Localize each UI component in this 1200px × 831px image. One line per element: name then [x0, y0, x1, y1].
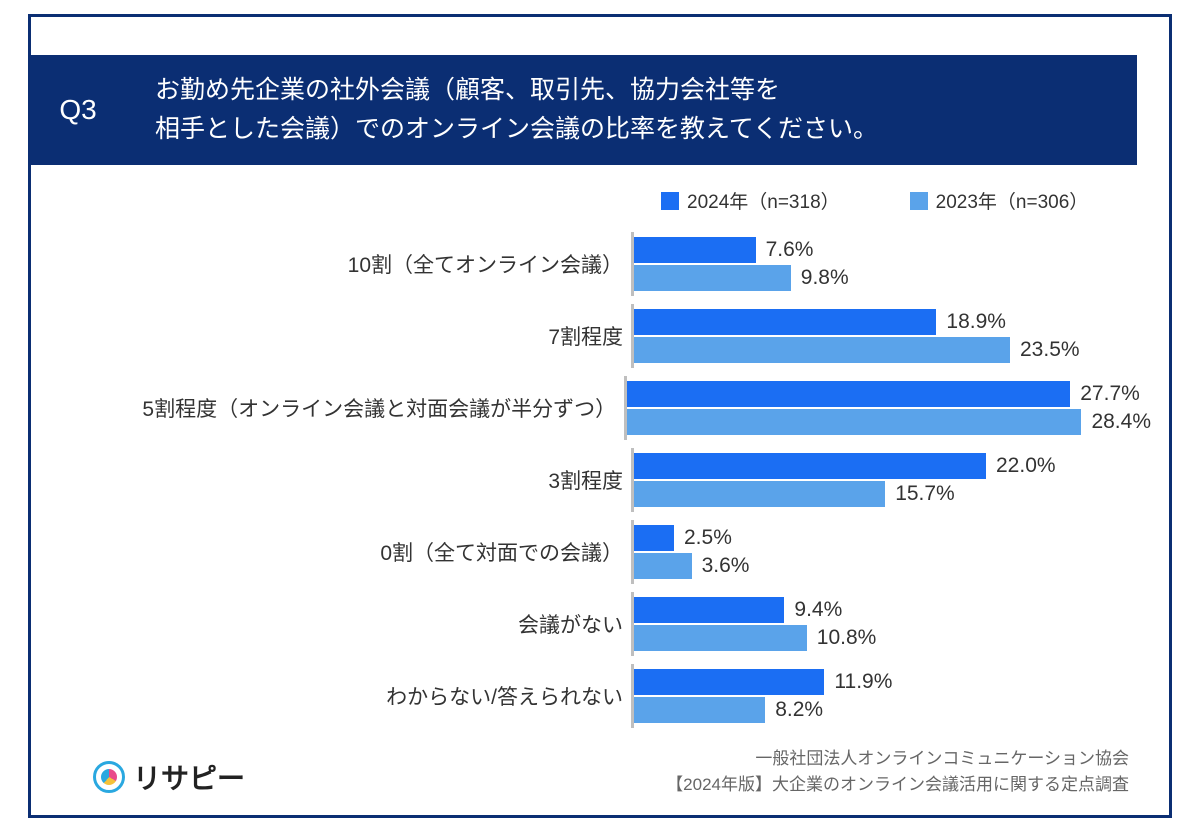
bar — [634, 309, 936, 335]
bar — [634, 625, 807, 651]
bar-value-label: 8.2% — [775, 698, 823, 722]
bar — [634, 237, 756, 263]
bar-value-label: 27.7% — [1080, 382, 1140, 406]
bar — [634, 597, 784, 623]
category-label: 3割程度 — [91, 465, 631, 495]
bar-wrap: 27.7% — [627, 381, 1151, 407]
bar-value-label: 10.8% — [817, 626, 877, 650]
bar-value-label: 9.4% — [794, 598, 842, 622]
bar-wrap: 18.9% — [634, 309, 1151, 335]
bars-group: 7.6% 9.8% — [634, 232, 1151, 296]
bar — [634, 697, 765, 723]
bar-value-label: 18.9% — [946, 310, 1006, 334]
bar-value-label: 22.0% — [996, 454, 1056, 478]
bar-chart: 2024年（n=318）2023年（n=306） 10割（全てオンライン会議）7… — [91, 187, 1151, 728]
category-label: 会議がない — [91, 609, 631, 639]
legend-swatch — [910, 192, 928, 210]
chart-row: わからない/答えられない 11.9% 8.2% — [91, 664, 1151, 728]
bar-value-label: 28.4% — [1091, 410, 1151, 434]
bar-wrap: 11.9% — [634, 669, 1151, 695]
bar-wrap: 23.5% — [634, 337, 1151, 363]
bar-wrap: 9.4% — [634, 597, 1151, 623]
logo-pie-icon — [101, 769, 117, 785]
bar — [634, 481, 885, 507]
bar-value-label: 9.8% — [801, 266, 849, 290]
bar-value-label: 23.5% — [1020, 338, 1080, 362]
bars-group: 27.7% 28.4% — [627, 376, 1151, 440]
chart-row: 7割程度 18.9% 23.5% — [91, 304, 1151, 368]
bar-wrap: 22.0% — [634, 453, 1151, 479]
credit-line-1: 一般社団法人オンラインコミュニケーション協会 — [666, 746, 1129, 772]
question-title-line2: 相手とした会議）でのオンライン会議の比率を教えてください。 — [155, 115, 878, 143]
chart-row: 0割（全て対面での会議） 2.5% 3.6% — [91, 520, 1151, 584]
question-title: お勤め先企業の社外会議（顧客、取引先、協力会社等を 相手とした会議）でのオンライ… — [125, 55, 1137, 165]
category-label: 10割（全てオンライン会議） — [91, 249, 631, 279]
question-number: Q3 — [31, 55, 125, 165]
logo-text: リサピー — [133, 757, 245, 797]
slide-frame: Q3 お勤め先企業の社外会議（顧客、取引先、協力会社等を 相手とした会議）でのオ… — [28, 14, 1172, 818]
bar-value-label: 2.5% — [684, 526, 732, 550]
bar — [627, 409, 1081, 435]
bar-value-label: 3.6% — [702, 554, 750, 578]
category-label: 5割程度（オンライン会議と対面会議が半分ずつ） — [91, 393, 624, 423]
question-title-line1: お勤め先企業の社外会議（顧客、取引先、協力会社等を — [155, 76, 780, 104]
legend-label: 2024年（n=318） — [687, 187, 840, 214]
bar-wrap: 7.6% — [634, 237, 1151, 263]
legend-item-1: 2023年（n=306） — [910, 187, 1089, 214]
logo-icon — [93, 761, 125, 793]
bar-wrap: 10.8% — [634, 625, 1151, 651]
question-header: Q3 お勤め先企業の社外会議（顧客、取引先、協力会社等を 相手とした会議）でのオ… — [31, 55, 1137, 165]
bars-group: 22.0% 15.7% — [634, 448, 1151, 512]
credit-line-2: 【2024年版】大企業のオンライン会議活用に関する定点調査 — [666, 772, 1129, 798]
bar-wrap: 9.8% — [634, 265, 1151, 291]
bar-value-label: 7.6% — [766, 238, 814, 262]
bar — [634, 265, 791, 291]
bar — [634, 525, 674, 551]
category-label: わからない/答えられない — [91, 681, 631, 711]
chart-row: 3割程度 22.0% 15.7% — [91, 448, 1151, 512]
bar-wrap: 8.2% — [634, 697, 1151, 723]
bar — [627, 381, 1070, 407]
category-label: 0割（全て対面での会議） — [91, 537, 631, 567]
chart-legend: 2024年（n=318） 2023年（n=306） — [91, 187, 1151, 214]
legend-item-0: 2024年（n=318） — [661, 187, 840, 214]
chart-rows: 10割（全てオンライン会議） 7.6% 9.8% 7割程度 18.9% 23.5% 5割程度… — [91, 232, 1151, 728]
bars-group: 9.4% 10.8% — [634, 592, 1151, 656]
chart-row: 5割程度（オンライン会議と対面会議が半分ずつ） 27.7% 28.4% — [91, 376, 1151, 440]
legend-swatch — [661, 192, 679, 210]
bar — [634, 337, 1010, 363]
bar-value-label: 11.9% — [834, 670, 892, 694]
bar-wrap: 2.5% — [634, 525, 1151, 551]
chart-row: 会議がない 9.4% 10.8% — [91, 592, 1151, 656]
chart-row: 10割（全てオンライン会議） 7.6% 9.8% — [91, 232, 1151, 296]
legend-label: 2023年（n=306） — [936, 187, 1089, 214]
source-credit: 一般社団法人オンラインコミュニケーション協会 【2024年版】大企業のオンライン… — [666, 746, 1129, 797]
bars-group: 2.5% 3.6% — [634, 520, 1151, 584]
bar-wrap: 15.7% — [634, 481, 1151, 507]
category-label: 7割程度 — [91, 321, 631, 351]
bar — [634, 553, 692, 579]
bar-wrap: 3.6% — [634, 553, 1151, 579]
bar-value-label: 15.7% — [895, 482, 955, 506]
bars-group: 11.9% 8.2% — [634, 664, 1151, 728]
bars-group: 18.9% 23.5% — [634, 304, 1151, 368]
bar-wrap: 28.4% — [627, 409, 1151, 435]
slide-footer: リサピー 一般社団法人オンラインコミュニケーション協会 【2024年版】大企業の… — [93, 746, 1129, 797]
bar — [634, 453, 986, 479]
bar — [634, 669, 824, 695]
logo: リサピー — [93, 757, 245, 797]
